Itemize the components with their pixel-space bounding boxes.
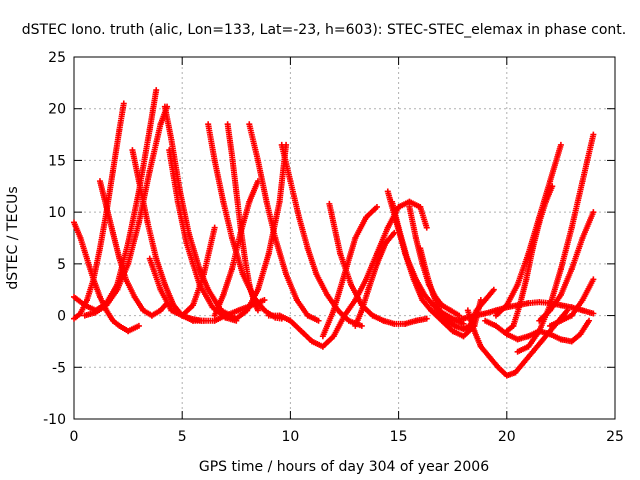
series-pass-12 xyxy=(224,121,261,314)
y-tick-label: 10 xyxy=(48,205,66,221)
series-pass-31 xyxy=(503,183,556,335)
x-tick-label: 5 xyxy=(178,429,187,445)
series-pass-08 xyxy=(146,224,218,319)
series-pass-13 xyxy=(211,178,261,319)
plus-marker xyxy=(211,224,218,231)
x-tick-label: 15 xyxy=(390,429,408,445)
y-tick-label: 25 xyxy=(48,50,66,66)
plus-marker xyxy=(315,317,322,324)
plus-marker xyxy=(477,297,484,304)
plus-marker xyxy=(557,141,564,148)
plus-marker xyxy=(358,322,365,329)
x-tick-label: 10 xyxy=(281,429,299,445)
plus-marker xyxy=(564,307,571,314)
x-axis-label: GPS time / hours of day 304 of year 2006 xyxy=(199,459,489,475)
y-axis-label: dSTEC / TECUs xyxy=(5,186,21,289)
plus-marker xyxy=(254,307,261,314)
series-pass-34 xyxy=(547,276,597,329)
plus-marker xyxy=(423,224,430,231)
plus-marker xyxy=(135,322,142,329)
y-tick-label: 5 xyxy=(57,257,66,273)
y-tick-label: 15 xyxy=(48,153,66,169)
x-tick-label: 25 xyxy=(606,429,624,445)
plus-marker xyxy=(460,320,467,327)
series-pass-17 xyxy=(265,312,348,350)
y-tick-label: -5 xyxy=(52,360,66,376)
series-pass-09 xyxy=(166,147,240,324)
plus-marker xyxy=(590,209,597,216)
plus-marker xyxy=(423,315,430,322)
data-points xyxy=(71,87,597,379)
plus-marker xyxy=(590,276,597,283)
plus-marker xyxy=(391,229,398,236)
series-pass-16 xyxy=(278,141,365,329)
series-pass-27 xyxy=(438,299,597,324)
plus-marker xyxy=(120,100,127,107)
y-tick-label: 20 xyxy=(48,102,66,118)
plot-frame xyxy=(73,56,616,420)
series-pass-29 xyxy=(482,317,593,345)
x-tick-label: 20 xyxy=(498,429,516,445)
series-pass-20 xyxy=(341,198,430,319)
plus-marker xyxy=(590,131,597,138)
x-tick-label: 0 xyxy=(70,429,79,445)
y-tick-label: -10 xyxy=(43,412,66,428)
plus-marker xyxy=(549,183,556,190)
plus-marker xyxy=(261,297,268,304)
x-axis-ticks: 0 5 10 15 20 25 xyxy=(70,57,624,445)
chart-title: dSTEC Iono. truth (alic, Lon=133, Lat=-2… xyxy=(22,22,626,38)
series-pass-21 xyxy=(352,229,398,329)
y-tick-label: 0 xyxy=(57,309,66,325)
series-pass-04 xyxy=(96,178,171,319)
plus-marker xyxy=(590,310,597,317)
series-pass-33 xyxy=(536,209,597,324)
plus-marker xyxy=(153,87,160,94)
plus-marker xyxy=(586,317,593,324)
plus-marker xyxy=(490,286,497,293)
series-pass-02 xyxy=(71,219,142,335)
plus-marker xyxy=(373,203,380,210)
